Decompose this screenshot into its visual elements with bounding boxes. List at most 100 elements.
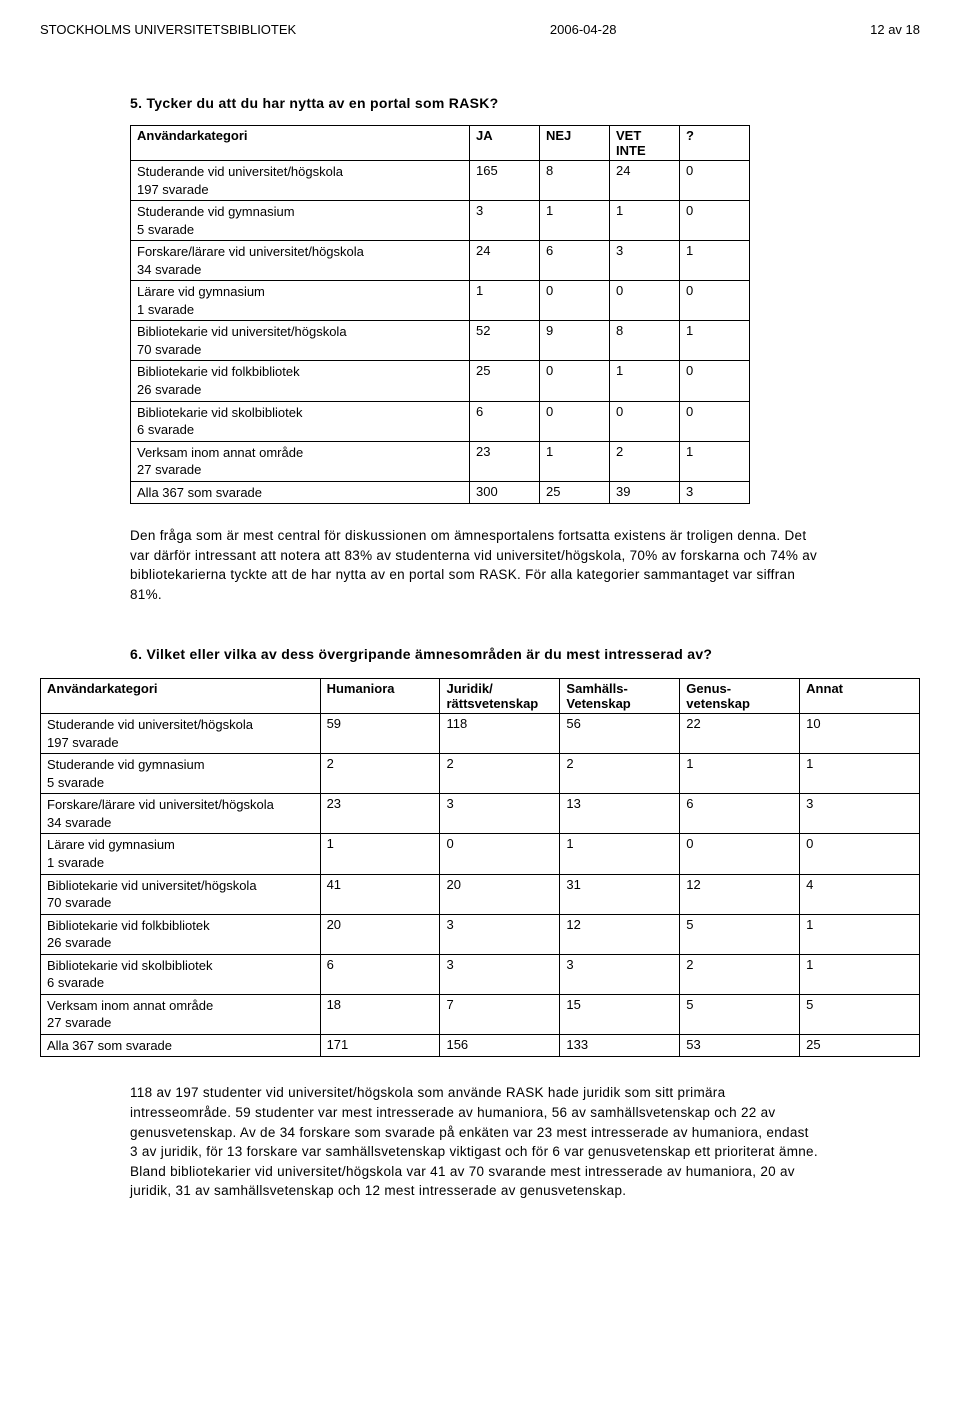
cell-value: 1 (540, 201, 610, 241)
cell-value: 300 (470, 481, 540, 504)
row-sublabel: 26 svarade (47, 934, 314, 952)
cell-value: 165 (470, 161, 540, 201)
row-sublabel: 26 svarade (137, 381, 463, 399)
cell-value: 5 (680, 994, 800, 1034)
table-row: Verksam inom annat område27 svarade18715… (41, 994, 920, 1034)
row-sublabel: 34 svarade (47, 814, 314, 832)
cell-value: 0 (540, 361, 610, 401)
table-row: Studerande vid universitet/högskola197 s… (41, 714, 920, 754)
cell-value: 24 (470, 241, 540, 281)
cell-value: 0 (680, 281, 750, 321)
table-row: Forskare/lärare vid universitet/högskola… (41, 794, 920, 834)
table-row: Bibliotekarie vid skolbibliotek6 svarade… (131, 401, 750, 441)
col-header: Genus-vetenskap (680, 679, 800, 714)
cell-value: 41 (320, 874, 440, 914)
cell-value: 3 (800, 794, 920, 834)
col-header: Användarkategori (131, 126, 470, 161)
row-label: Lärare vid gymnasium1 svarade (41, 834, 321, 874)
cell-value: 1 (610, 361, 680, 401)
row-sublabel: 1 svarade (47, 854, 314, 872)
cell-value: 3 (680, 481, 750, 504)
cell-value: 31 (560, 874, 680, 914)
cell-value: 0 (540, 401, 610, 441)
row-label: Forskare/lärare vid universitet/högskola… (131, 241, 470, 281)
table-row: Studerande vid gymnasium5 svarade22211 (41, 754, 920, 794)
col-header: Samhälls-Vetenskap (560, 679, 680, 714)
table-row: Bibliotekarie vid universitet/högskola70… (131, 321, 750, 361)
cell-value: 5 (800, 994, 920, 1034)
cell-value: 0 (680, 361, 750, 401)
section6-body-text: 118 av 197 studenter vid universitet/hög… (130, 1083, 820, 1200)
header-center: 2006-04-28 (550, 22, 617, 37)
cell-value: 5 (680, 914, 800, 954)
table-row: Alla 367 som svarade1711561335325 (41, 1034, 920, 1057)
cell-value: 1 (800, 754, 920, 794)
table-header-row: Användarkategori Humaniora Juridik/rätts… (41, 679, 920, 714)
cell-value: 24 (610, 161, 680, 201)
row-sublabel: 34 svarade (137, 261, 463, 279)
section6-table: Användarkategori Humaniora Juridik/rätts… (40, 678, 920, 1057)
row-label: Alla 367 som svarade (131, 481, 470, 504)
row-label: Bibliotekarie vid universitet/högskola70… (41, 874, 321, 914)
table-row: Bibliotekarie vid skolbibliotek6 svarade… (41, 954, 920, 994)
cell-value: 2 (320, 754, 440, 794)
row-sublabel: 197 svarade (137, 181, 463, 199)
row-label: Alla 367 som svarade (41, 1034, 321, 1057)
cell-value: 6 (470, 401, 540, 441)
cell-value: 10 (800, 714, 920, 754)
table-row: Alla 367 som svarade30025393 (131, 481, 750, 504)
cell-value: 156 (440, 1034, 560, 1057)
cell-value: 20 (320, 914, 440, 954)
cell-value: 56 (560, 714, 680, 754)
cell-value: 1 (320, 834, 440, 874)
row-sublabel: 70 svarade (137, 341, 463, 359)
cell-value: 6 (540, 241, 610, 281)
cell-value: 3 (610, 241, 680, 281)
section6-body-wrap: 118 av 197 studenter vid universitet/hög… (130, 1083, 820, 1200)
table-row: Bibliotekarie vid folkbibliotek26 svarad… (131, 361, 750, 401)
header-right: 12 av 18 (870, 22, 920, 37)
table-row: Studerande vid gymnasium5 svarade3110 (131, 201, 750, 241)
cell-value: 1 (680, 754, 800, 794)
row-sublabel: 197 svarade (47, 734, 314, 752)
cell-value: 2 (610, 441, 680, 481)
cell-value: 52 (470, 321, 540, 361)
cell-value: 4 (800, 874, 920, 914)
section5-table: Användarkategori JA NEJ VET INTE ? Stude… (130, 125, 750, 504)
row-sublabel: 27 svarade (47, 1014, 314, 1032)
row-label: Studerande vid universitet/högskola197 s… (131, 161, 470, 201)
cell-value: 12 (680, 874, 800, 914)
cell-value: 39 (610, 481, 680, 504)
col-header: Juridik/rättsvetenskap (440, 679, 560, 714)
cell-value: 23 (470, 441, 540, 481)
row-label: Studerande vid gymnasium5 svarade (41, 754, 321, 794)
cell-value: 0 (680, 834, 800, 874)
table-row: Forskare/lärare vid universitet/högskola… (131, 241, 750, 281)
cell-value: 0 (440, 834, 560, 874)
row-label: Studerande vid gymnasium5 svarade (131, 201, 470, 241)
section6-title: 6. Vilket eller vilka av dess övergripan… (130, 645, 820, 665)
cell-value: 22 (680, 714, 800, 754)
cell-value: 59 (320, 714, 440, 754)
table-header-row: Användarkategori JA NEJ VET INTE ? (131, 126, 750, 161)
row-label: Bibliotekarie vid folkbibliotek26 svarad… (41, 914, 321, 954)
section5-body-text: Den fråga som är mest central för diskus… (130, 526, 820, 604)
cell-value: 1 (610, 201, 680, 241)
table-row: Bibliotekarie vid folkbibliotek26 svarad… (41, 914, 920, 954)
cell-value: 9 (540, 321, 610, 361)
row-sublabel: 6 svarade (137, 421, 463, 439)
cell-value: 25 (540, 481, 610, 504)
cell-value: 23 (320, 794, 440, 834)
cell-value: 6 (320, 954, 440, 994)
row-label: Forskare/lärare vid universitet/högskola… (41, 794, 321, 834)
col-header: ? (680, 126, 750, 161)
cell-value: 25 (800, 1034, 920, 1057)
row-label: Bibliotekarie vid universitet/högskola70… (131, 321, 470, 361)
cell-value: 6 (680, 794, 800, 834)
cell-value: 2 (560, 754, 680, 794)
cell-value: 2 (680, 954, 800, 994)
cell-value: 7 (440, 994, 560, 1034)
cell-value: 3 (440, 954, 560, 994)
cell-value: 13 (560, 794, 680, 834)
cell-value: 133 (560, 1034, 680, 1057)
